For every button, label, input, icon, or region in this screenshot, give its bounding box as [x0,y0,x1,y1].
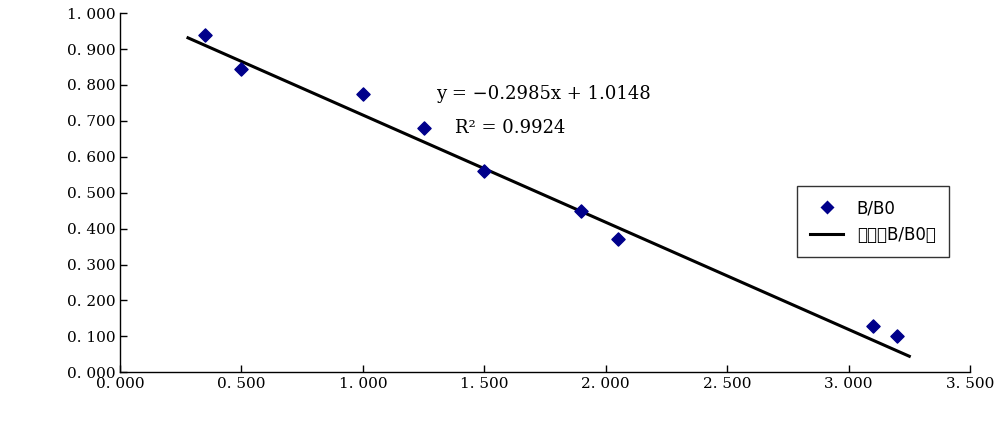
Point [355,90,371,97]
Point [476,168,492,175]
Point [233,65,249,72]
Point [197,31,213,38]
Text: y = −0.2985x + 1.0148: y = −0.2985x + 1.0148 [436,85,650,103]
Point [416,124,432,131]
Point [573,207,589,214]
Point [889,333,905,340]
Point [865,322,881,329]
Point [610,236,626,243]
Legend: B/B0, 线性（B/B0）: B/B0, 线性（B/B0） [797,186,949,257]
Text: R² = 0.9924: R² = 0.9924 [455,119,566,137]
